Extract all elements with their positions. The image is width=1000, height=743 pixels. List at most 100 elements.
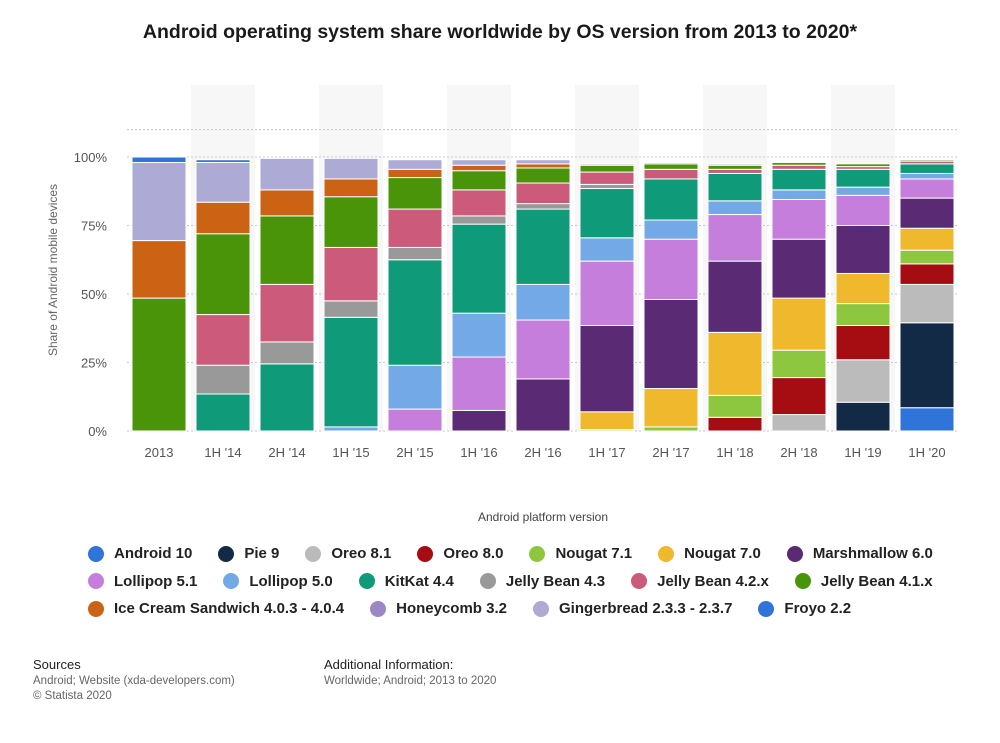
bar-segment bbox=[259, 215, 315, 285]
bar-segment bbox=[259, 157, 315, 191]
bar-segment bbox=[579, 164, 635, 173]
legend-marker-icon bbox=[758, 600, 775, 617]
bar-segment bbox=[707, 214, 763, 262]
y-tick-label: 100% bbox=[74, 150, 108, 165]
bar-segment bbox=[195, 201, 251, 235]
bar-segment bbox=[515, 163, 571, 169]
legend-item[interactable]: Jelly Bean 4.2.x bbox=[631, 573, 769, 590]
legend-marker-icon bbox=[794, 573, 811, 590]
bar-segment bbox=[835, 194, 891, 226]
bar-segment bbox=[579, 260, 635, 327]
bar-segment bbox=[451, 356, 507, 411]
legend-marker-icon bbox=[88, 573, 104, 590]
legend-label: KitKat 4.4 bbox=[384, 572, 454, 590]
bar-segment bbox=[451, 312, 507, 358]
legend-item[interactable]: KitKat 4.4 bbox=[358, 572, 454, 590]
bar-segment bbox=[259, 189, 315, 217]
bar-segment bbox=[835, 186, 891, 196]
bar-segment bbox=[899, 172, 955, 180]
legend-marker-icon bbox=[223, 573, 240, 590]
legend-item[interactable]: Honeycomb 3.2 bbox=[370, 600, 507, 617]
legend-item[interactable]: Marshmallow 6.0 bbox=[786, 545, 933, 562]
bar-segment bbox=[771, 168, 827, 191]
bar-segment bbox=[451, 164, 507, 172]
bar-segment bbox=[323, 426, 379, 432]
bar-segment bbox=[195, 233, 251, 316]
bar-segment bbox=[707, 394, 763, 418]
legend-marker-icon bbox=[218, 545, 235, 562]
bar-segment bbox=[707, 172, 763, 202]
legend-marker-icon bbox=[358, 573, 375, 590]
bar-segment bbox=[899, 227, 955, 251]
legend-item[interactable]: Froyo 2.2 bbox=[758, 600, 851, 617]
legend-item[interactable]: Nougat 7.1 bbox=[529, 545, 632, 562]
legend-marker-icon bbox=[88, 600, 104, 617]
bar-segment bbox=[899, 263, 955, 285]
legend-item[interactable]: Gingerbread 2.3.3 - 2.3.7 bbox=[533, 600, 732, 617]
bar-segment bbox=[131, 156, 187, 163]
bar-segment bbox=[387, 168, 443, 179]
legend-marker-icon bbox=[658, 545, 675, 562]
legend-label: Lollipop 5.0 bbox=[249, 572, 333, 590]
legend-label: Oreo 8.0 bbox=[443, 545, 504, 563]
x-tick-label: 2H '14 bbox=[268, 445, 305, 460]
bar-segment bbox=[323, 157, 379, 180]
legend-label: Gingerbread 2.3.3 - 2.3.7 bbox=[559, 600, 733, 618]
bar-segment bbox=[643, 161, 699, 165]
legend-marker-icon bbox=[631, 573, 648, 590]
legend-item[interactable]: Oreo 8.0 bbox=[417, 545, 503, 562]
stacked-bar-chart: 0% 25% 50% 75% 100% Share of Android mobile d… bbox=[46, 129, 959, 524]
bar-segment bbox=[515, 208, 571, 285]
bar-segment bbox=[771, 198, 827, 240]
legend-item[interactable]: Pie 9 bbox=[218, 545, 279, 562]
bar-segment bbox=[643, 238, 699, 300]
legend-item[interactable]: Oreo 8.1 bbox=[305, 545, 391, 562]
legend-label: Jelly Bean 4.3 bbox=[505, 572, 606, 590]
bar-segment bbox=[579, 411, 635, 431]
x-tick-label: 2H '15 bbox=[396, 445, 433, 460]
bar-segment bbox=[579, 237, 635, 262]
legend-item[interactable]: Jelly Bean 4.3 bbox=[479, 572, 606, 590]
legend-item[interactable]: Lollipop 5.1 bbox=[88, 573, 197, 590]
bar-segment bbox=[899, 178, 955, 199]
bar-segment bbox=[195, 393, 251, 432]
bar-segment bbox=[515, 167, 571, 184]
y-tick-label: 50% bbox=[81, 287, 107, 302]
x-axis-label: Android platform version bbox=[478, 510, 608, 524]
legend-item[interactable]: Jelly Bean 4.1.x bbox=[794, 573, 933, 590]
bar-segment bbox=[323, 300, 379, 318]
legend-item[interactable]: Lollipop 5.0 bbox=[223, 572, 333, 590]
bar-segment bbox=[515, 319, 571, 380]
additional-info-title: Additional Information: bbox=[324, 657, 454, 672]
bar-segment bbox=[771, 297, 827, 351]
legend-item[interactable]: Nougat 7.0 bbox=[658, 545, 761, 562]
legend-item[interactable]: Ice Cream Sandwich 4.0.3 - 4.0.4 bbox=[88, 600, 344, 617]
legend-row: Android 10 Pie 9 Oreo 8.1 Oreo 8.0 Nougat 7.… bbox=[88, 540, 988, 568]
x-tick-label: 1H '14 bbox=[204, 445, 241, 460]
bar-segment bbox=[515, 283, 571, 321]
x-tick-label: 1H '17 bbox=[588, 445, 625, 460]
bar-segment bbox=[835, 168, 891, 188]
bar-segment bbox=[515, 203, 571, 210]
bar-segment bbox=[707, 416, 763, 432]
bar-segment bbox=[771, 377, 827, 416]
bar-segment bbox=[451, 170, 507, 191]
y-axis-label: Share of Android mobile devices bbox=[46, 184, 60, 356]
x-tick-label: 1H '19 bbox=[844, 445, 881, 460]
bar-segment bbox=[195, 161, 251, 203]
legend-item[interactable]: Android 10 bbox=[88, 545, 192, 562]
bar-segment bbox=[707, 168, 763, 174]
legend-label: Ice Cream Sandwich 4.0.3 - 4.0.4 bbox=[114, 600, 345, 618]
y-tick-label: 0% bbox=[88, 424, 107, 439]
bar-segment bbox=[579, 183, 635, 190]
sources-line-2: © Statista 2020 bbox=[33, 690, 112, 702]
bar-segment bbox=[579, 163, 635, 166]
y-tick-label: 75% bbox=[81, 219, 107, 234]
bar-segment bbox=[451, 223, 507, 314]
bar-segment bbox=[451, 159, 507, 166]
bar-segment bbox=[195, 314, 251, 366]
legend: Android 10 Pie 9 Oreo 8.1 Oreo 8.0 Nougat 7.… bbox=[88, 540, 988, 623]
bar-segment bbox=[579, 188, 635, 239]
bar-segment bbox=[387, 177, 443, 210]
bar-segment bbox=[131, 297, 187, 432]
